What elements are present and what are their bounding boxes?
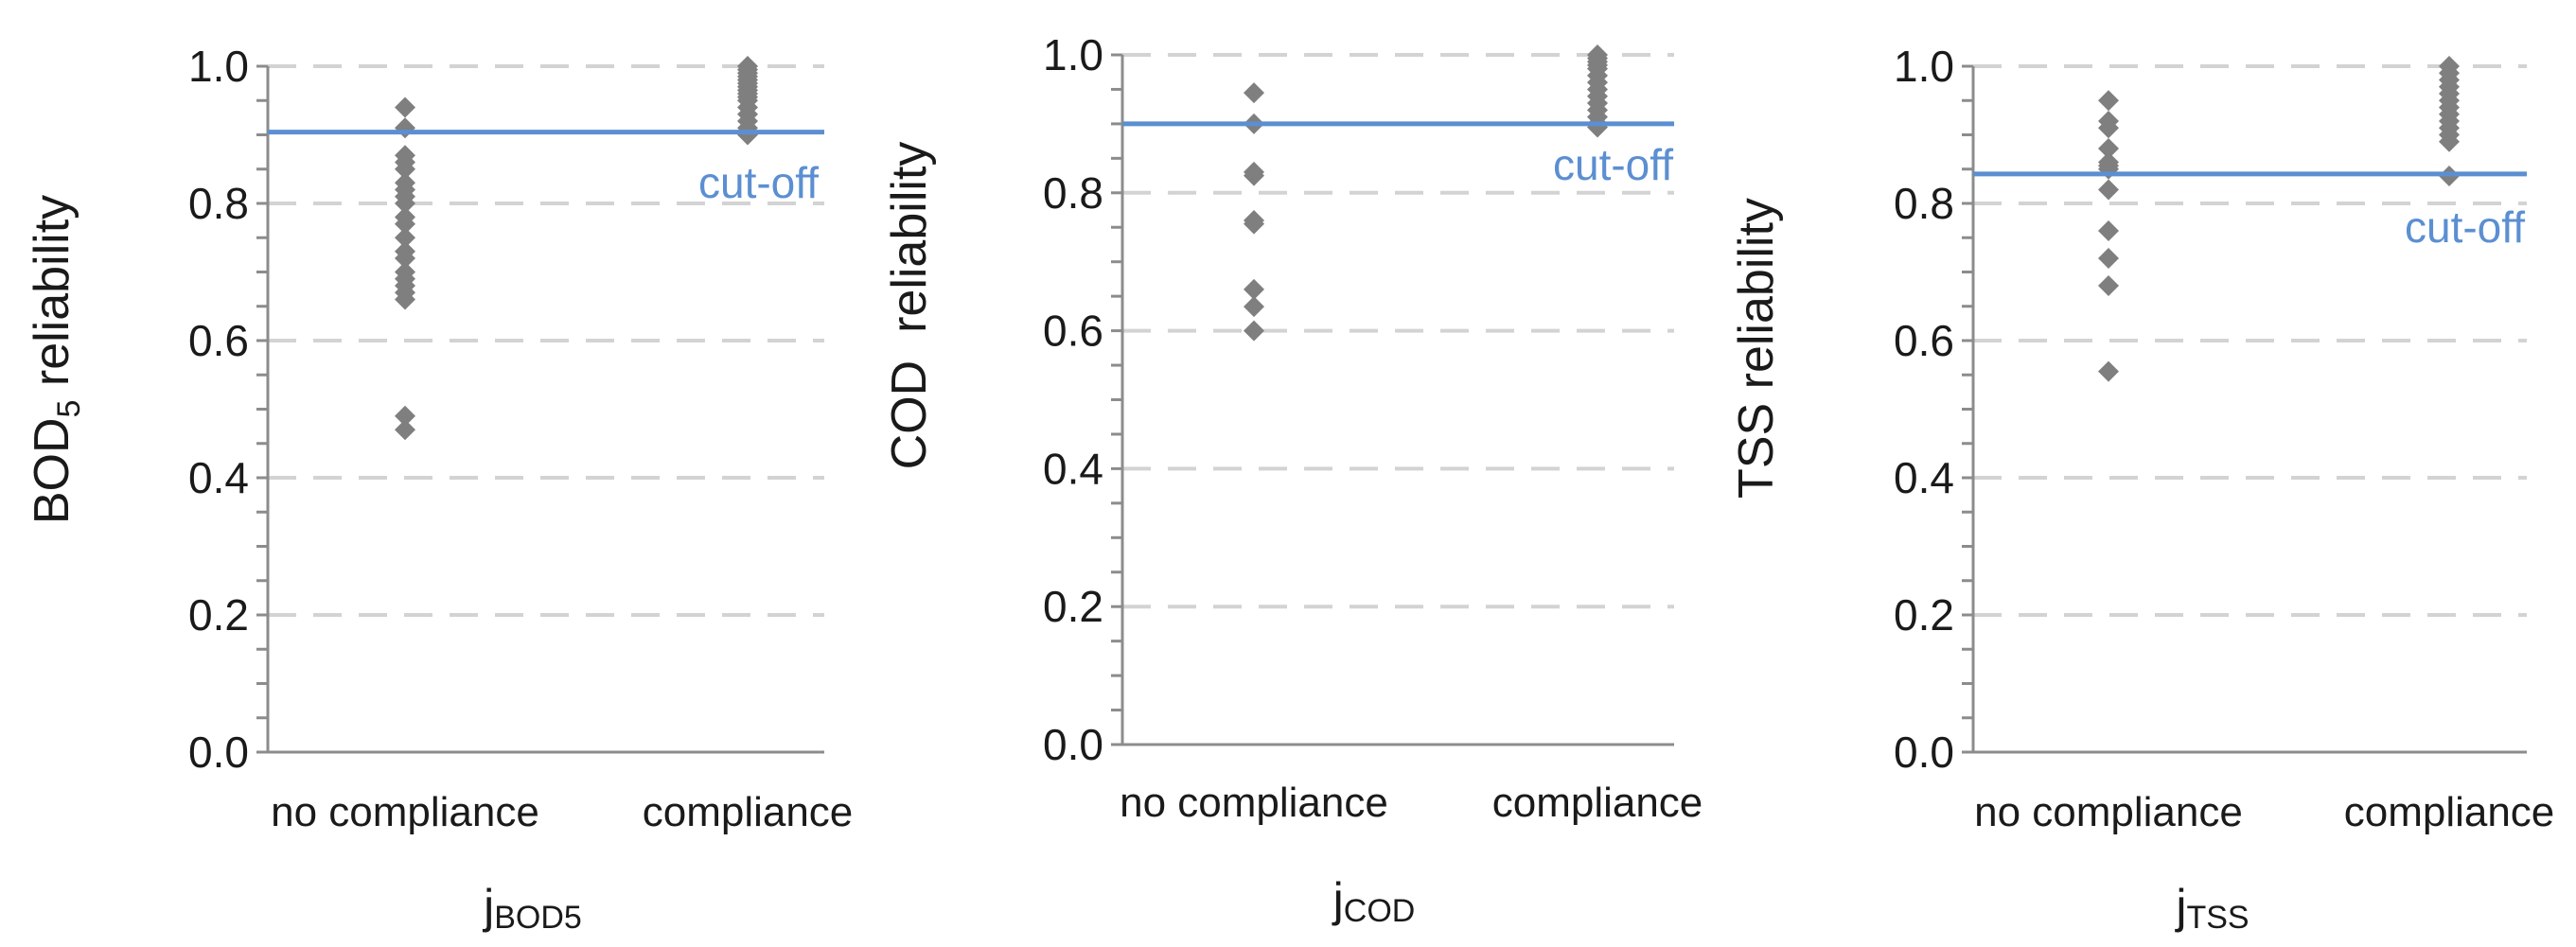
y-tick-label: 0.6 [1043,307,1103,356]
y-axis-title-rest-bod5: reliability [25,195,79,400]
minor-ticks-bod5 [256,64,268,754]
y-tick-label: 0.2 [1894,590,1954,640]
data-points-tss [2098,56,2460,382]
data-point-diamond [395,96,415,118]
y-tick-label: 0.2 [188,590,249,640]
data-point-diamond [395,248,415,269]
minor-ticks-tss [1962,64,1973,754]
chart-panel-bod5: 0.0 0.2 0.4 0.6 0.8 1.0 cut-off no compliance… [25,42,853,936]
y-tick-labels-tss: 0.0 0.2 0.4 0.6 0.8 1.0 [1894,42,1954,777]
y-tick-label: 0.6 [188,316,249,365]
x-axis-title-main-cod: j [1332,873,1344,926]
cutoff-label-tss: cut-off [2405,202,2525,252]
x-axis-title-sub-tss: TSS [2186,900,2249,936]
data-points-bod5 [395,56,758,441]
data-point-diamond [395,213,415,235]
x-axis-title-main-bod5: j [482,880,494,933]
y-tick-labels-cod: 0.0 0.2 0.4 0.6 0.8 1.0 [1043,30,1103,769]
data-point-diamond [395,193,415,214]
y-tick-label: 0.4 [1894,453,1954,502]
y-tick-label: 0.4 [1043,444,1103,493]
data-point-diamond [1244,165,1264,186]
data-point-diamond [2098,179,2119,201]
category-label-no-compliance-tss: no compliance [1974,789,2243,835]
y-tick-label: 1.0 [1043,30,1103,79]
x-axis-title-cod: jCOD [1332,873,1416,929]
y-tick-label: 1.0 [1894,42,1954,91]
cutoff-label-bod5: cut-off [698,158,819,207]
data-point-diamond [1244,320,1264,342]
data-point-diamond [2098,117,2119,139]
y-axis-title-cod: COD reliability [882,142,937,470]
data-point-diamond [395,117,415,139]
y-tick-label: 1.0 [188,42,249,91]
category-label-compliance-cod: compliance [1492,780,1703,826]
data-point-diamond [2098,220,2119,241]
cutoff-label-cod: cut-off [1553,140,1673,189]
y-axis-title-tss: TSS reliability [1729,198,1784,499]
y-tick-label: 0.2 [1043,582,1103,631]
y-tick-label: 0.8 [1894,179,1954,228]
x-axis-title-sub-cod: COD [1344,893,1416,929]
y-tick-label: 0.8 [188,179,249,228]
y-axis-title-sub-bod5: 5 [51,400,87,418]
x-axis-title-bod5: jBOD5 [482,880,582,936]
minor-ticks-cod [1111,53,1122,746]
y-tick-labels-bod5: 0.0 0.2 0.4 0.6 0.8 1.0 [188,42,249,777]
y-tick-label: 0.0 [1043,720,1103,769]
y-tick-label: 0.8 [1043,168,1103,218]
y-axis-title-main-bod5: BOD [25,417,79,524]
data-point-diamond [1244,213,1264,235]
chart-panel-cod: 0.0 0.2 0.4 0.6 0.8 1.0 cut-off no compliance… [882,30,1703,929]
data-point-diamond [395,419,415,441]
x-axis-title-main-tss: j [2174,880,2186,933]
data-point-diamond [737,124,758,146]
y-axis-title-main-tss: TSS reliability [1729,198,1784,499]
y-tick-label: 0.0 [1894,728,1954,777]
chart-panel-tss: 0.0 0.2 0.4 0.6 0.8 1.0 cut-off no compliance… [1729,42,2554,936]
y-tick-label: 0.0 [188,728,249,777]
data-point-diamond [2098,90,2119,112]
gridlines-cod [1122,53,1674,609]
gridlines-tss [1973,64,2527,617]
x-axis-title-tss: jTSS [2174,880,2249,936]
data-point-diamond [395,158,415,180]
y-tick-label: 0.4 [188,453,249,502]
y-axis-title-main-cod: COD [882,360,937,470]
data-point-diamond [2098,360,2119,382]
data-point-diamond [395,405,415,427]
data-point-diamond [2098,138,2119,159]
y-axis-title-rest-cod: reliability [882,142,937,360]
category-label-compliance-bod5: compliance [643,789,854,835]
data-point-diamond [1244,82,1264,104]
category-label-no-compliance-bod5: no compliance [271,789,539,835]
category-label-compliance-tss: compliance [2344,789,2555,835]
data-point-diamond [2098,248,2119,269]
data-point-diamond [395,289,415,310]
category-label-no-compliance-cod: no compliance [1120,780,1388,826]
y-axis-title-bod5: BOD5 reliability [25,195,87,524]
data-point-diamond [2439,131,2460,152]
gridlines-bod5 [268,64,824,617]
y-tick-label: 0.6 [1894,316,1954,365]
data-point-diamond [395,227,415,249]
data-point-diamond [2098,275,2119,296]
data-point-diamond [1244,296,1264,318]
data-point-diamond [1244,278,1264,300]
x-axis-title-sub-bod5: BOD5 [494,900,582,936]
